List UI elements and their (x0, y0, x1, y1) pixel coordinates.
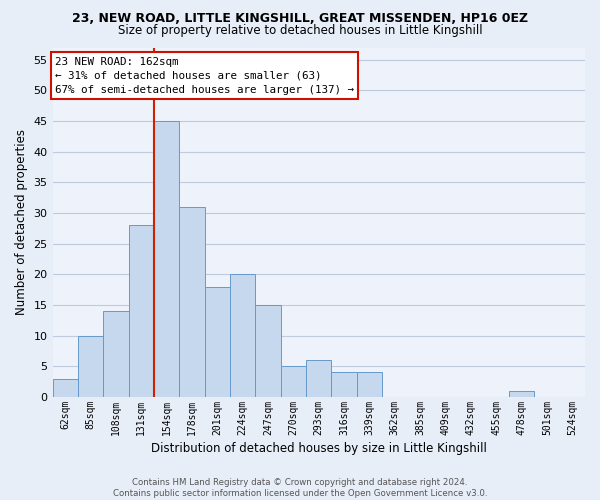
Bar (179, 207, 205, 397)
Bar (331, 372, 357, 397)
Bar (103, 311, 128, 397)
Text: Size of property relative to detached houses in Little Kingshill: Size of property relative to detached ho… (118, 24, 482, 37)
Bar (78, 336, 103, 397)
Bar (256, 305, 281, 397)
Bar (306, 360, 331, 397)
Text: 23 NEW ROAD: 162sqm
← 31% of detached houses are smaller (63)
67% of semi-detach: 23 NEW ROAD: 162sqm ← 31% of detached ho… (55, 56, 354, 94)
Bar (128, 226, 154, 397)
Bar (53, 378, 78, 397)
Text: Contains HM Land Registry data © Crown copyright and database right 2024.
Contai: Contains HM Land Registry data © Crown c… (113, 478, 487, 498)
Bar (281, 366, 306, 397)
Bar (230, 274, 256, 397)
Bar (357, 372, 382, 397)
Text: 23, NEW ROAD, LITTLE KINGSHILL, GREAT MISSENDEN, HP16 0EZ: 23, NEW ROAD, LITTLE KINGSHILL, GREAT MI… (72, 12, 528, 26)
Y-axis label: Number of detached properties: Number of detached properties (15, 130, 28, 316)
Bar (205, 286, 230, 397)
Bar (154, 121, 179, 397)
Bar (509, 391, 534, 397)
X-axis label: Distribution of detached houses by size in Little Kingshill: Distribution of detached houses by size … (151, 442, 487, 455)
